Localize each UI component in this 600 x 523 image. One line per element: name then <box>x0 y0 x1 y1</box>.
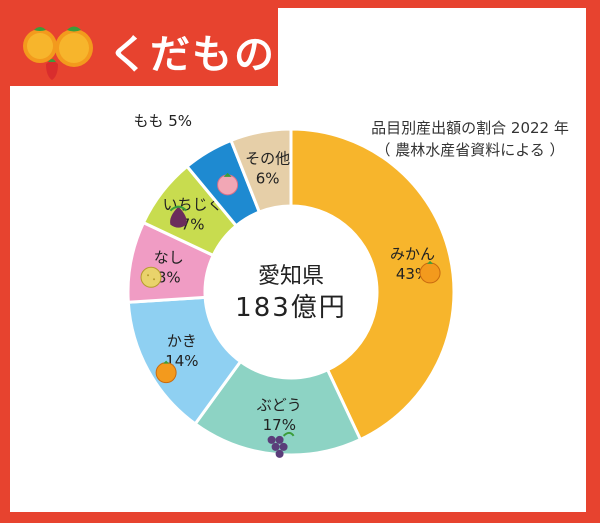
caption-line-2: （ 農林水産省資料による ） <box>375 141 565 159</box>
fig-icon <box>169 205 188 228</box>
slice-6 <box>229 127 293 214</box>
caption-line-1: 品目別産出額の割合 2022 年 <box>371 119 569 137</box>
slice-value-4: 7% <box>181 216 205 234</box>
center-total: 183億円 <box>235 293 347 323</box>
slice-label-6: その他 <box>245 150 290 168</box>
fruit-logo-icon <box>23 26 93 80</box>
slice-value-3: 8% <box>157 269 181 287</box>
slice-label-1: ぶどう <box>257 396 302 414</box>
slice-label-5: もも 5% <box>133 112 192 130</box>
grape-icon <box>267 431 295 458</box>
slice-label-3: なし <box>154 249 184 267</box>
peach-icon <box>217 172 239 196</box>
slice-value-6: 6% <box>256 170 280 188</box>
slice-0 <box>289 127 456 442</box>
orange-icon <box>419 260 441 284</box>
page-title: くだもの <box>108 32 276 78</box>
chart-caption: 品目別産出額の割合 2022 年 （ 農林水産省資料による ） <box>350 117 590 161</box>
slice-value-1: 17% <box>263 416 296 434</box>
center-region: 愛知県 <box>257 264 324 289</box>
slice-label-2: かき <box>167 332 197 350</box>
persimmon-icon <box>155 360 177 384</box>
donut-center-label: 愛知県 183億円 <box>216 262 366 324</box>
slice-label-0: みかん <box>390 245 435 263</box>
pear-icon <box>140 266 162 288</box>
slice-1 <box>193 359 363 457</box>
